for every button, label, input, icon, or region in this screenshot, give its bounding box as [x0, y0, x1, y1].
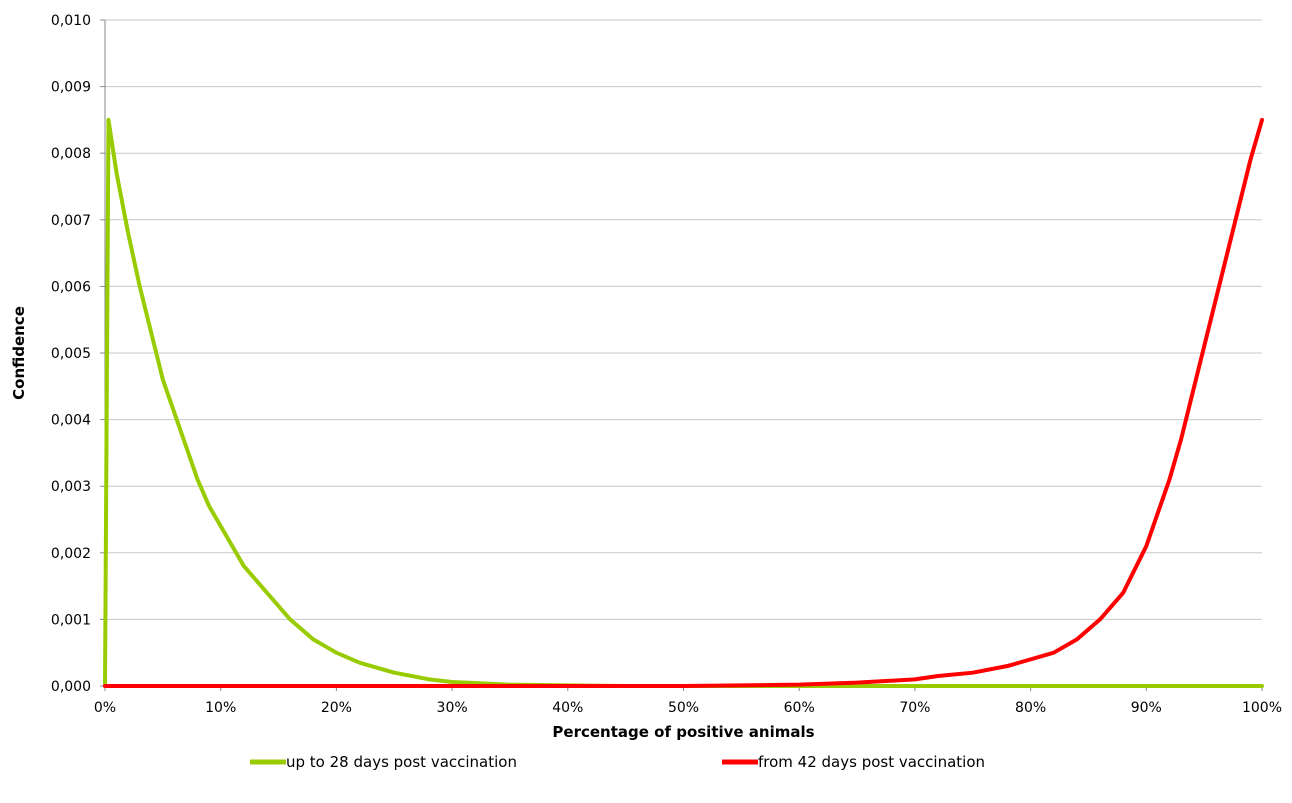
legend-label-2: from 42 days post vaccination	[758, 753, 985, 771]
gridlines	[105, 19, 1262, 620]
x-tick-label: 20%	[321, 700, 352, 716]
y-tick-label: 0,005	[51, 346, 91, 362]
x-tick-label: 60%	[784, 700, 815, 716]
y-tick-label: 0,000	[51, 679, 91, 695]
axes	[100, 19, 1263, 691]
y-tick-label: 0,009	[51, 80, 91, 96]
y-tick-label: 0,007	[51, 213, 91, 229]
y-tick-label: 0,002	[51, 546, 91, 562]
y-tick-label: 0,008	[51, 146, 91, 162]
x-tick-label: 100%	[1242, 700, 1282, 716]
x-tick-label: 10%	[205, 700, 236, 716]
legend-label-1: up to 28 days post vaccination	[286, 753, 517, 771]
x-tick-label: 30%	[437, 700, 468, 716]
x-tick-label: 70%	[899, 700, 930, 716]
y-tick-labels: 0,000 0,001 0,002 0,003 0,004 0,005 0,006 0,007…	[51, 13, 91, 695]
legend: up to 28 days post vaccination from 42 da…	[250, 753, 985, 771]
y-tick-label: 0,004	[51, 413, 91, 429]
x-axis-label: Percentage of positive animals	[552, 723, 814, 741]
x-tick-label: 0%	[94, 700, 116, 716]
x-tick-label: 80%	[1015, 700, 1046, 716]
y-tick-label: 0,001	[51, 612, 91, 628]
y-axis-label: Confidence	[10, 306, 28, 400]
x-tick-label: 90%	[1131, 700, 1162, 716]
y-tick-label: 0,003	[51, 479, 91, 495]
series-line-1	[103, 117, 1264, 688]
x-tick-label: 40%	[552, 700, 583, 716]
x-tick-labels: 0% 10% 20% 30% 40% 50% 60% 70% 80% 90% 100%	[94, 700, 1282, 716]
series-line-2	[103, 117, 1264, 688]
series-lines	[103, 117, 1264, 688]
y-tick-label: 0,010	[51, 13, 91, 29]
x-tick-label: 50%	[668, 700, 699, 716]
y-tick-label: 0,006	[51, 279, 91, 295]
